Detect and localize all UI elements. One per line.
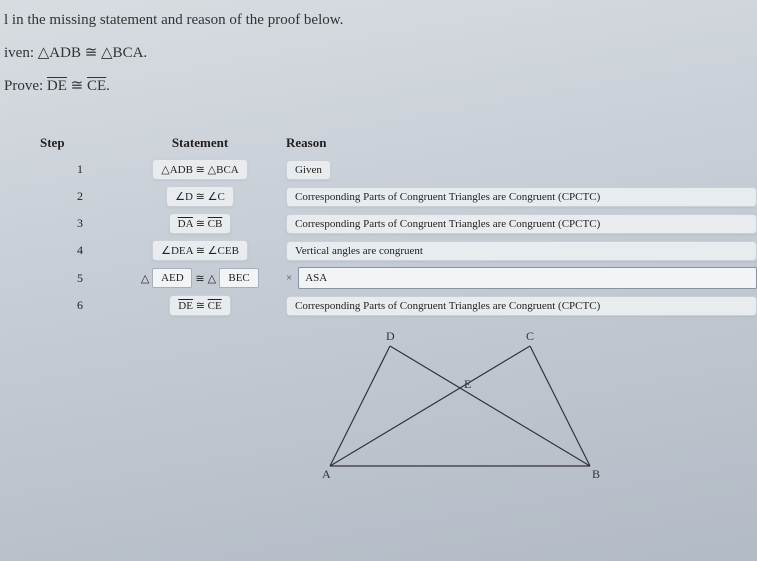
reason-input[interactable]: ASA (298, 267, 757, 289)
step-number: 5 (40, 271, 120, 286)
prove-prefix: Prove: (4, 78, 47, 94)
label-c: C (526, 329, 534, 343)
reason-cell: × ASA (280, 267, 757, 289)
x-icon: × (286, 272, 292, 284)
proof-table: Step Statement Reason 1 △ADB ≅ △BCA Give… (40, 135, 757, 491)
triangle-symbol: △ (141, 272, 149, 285)
statement-pill: ∠DEA ≅ ∠CEB (152, 240, 248, 261)
statement-cell: ∠D ≅ ∠C (120, 186, 280, 207)
step-number: 1 (40, 162, 120, 177)
statement-cell: △ AED ≅ △ BEC (120, 268, 280, 288)
statement-input-1[interactable]: AED (152, 268, 192, 288)
prove-line: Prove: DE ≅ CE. (4, 76, 757, 95)
statement-pill: DA ≅ CB (169, 213, 232, 234)
statement-pill: DE ≅ CE (169, 295, 230, 316)
given-math: △ADB ≅ △BCA. (38, 45, 147, 61)
prove-seg-de: DE (47, 78, 67, 94)
instruction-line: l in the missing statement and reason of… (4, 12, 757, 29)
triangle-symbol: △ (208, 272, 216, 285)
header-step: Step (40, 135, 120, 151)
reason-pill: Corresponding Parts of Congruent Triangl… (286, 214, 757, 234)
cong-symbol: ≅ (195, 272, 204, 285)
prove-suffix: . (106, 78, 110, 94)
statement-cell: DA ≅ CB (120, 213, 280, 234)
step-number: 3 (40, 216, 120, 231)
reason-cell: Corresponding Parts of Congruent Triangl… (280, 296, 757, 316)
step-number: 2 (40, 189, 120, 204)
seg-da: DA (178, 218, 193, 230)
label-b: B (592, 467, 600, 481)
label-a: A (322, 467, 331, 481)
header-statement: Statement (120, 135, 280, 151)
given-prefix: iven: (4, 45, 38, 61)
step-number: 6 (40, 298, 120, 313)
table-row: 6 DE ≅ CE Corresponding Parts of Congrue… (40, 295, 757, 316)
given-line: iven: △ADB ≅ △BCA. (4, 43, 757, 62)
step-number: 4 (40, 243, 120, 258)
prove-cong: ≅ (67, 78, 87, 94)
label-e: E (464, 377, 471, 391)
cong-symbol: ≅ (193, 218, 208, 230)
table-header: Step Statement Reason (40, 135, 757, 151)
geometry-diagram: A B D C E (300, 326, 757, 491)
seg-de: DE (178, 300, 193, 312)
table-row: 1 △ADB ≅ △BCA Given (40, 159, 757, 180)
seg-cb: CB (208, 218, 223, 230)
statement-input-2[interactable]: BEC (219, 268, 259, 288)
reason-cell: Corresponding Parts of Congruent Triangl… (280, 214, 757, 234)
diagram-svg: A B D C E (300, 326, 620, 486)
statement-cell: △ADB ≅ △BCA (120, 159, 280, 180)
cong-symbol: ≅ (193, 300, 208, 312)
table-row: 4 ∠DEA ≅ ∠CEB Vertical angles are congru… (40, 240, 757, 261)
label-d: D (386, 329, 395, 343)
table-row: 5 △ AED ≅ △ BEC × ASA (40, 267, 757, 289)
prove-seg-ce: CE (87, 78, 106, 94)
table-row: 3 DA ≅ CB Corresponding Parts of Congrue… (40, 213, 757, 234)
seg-ce: CE (208, 300, 222, 312)
table-row: 2 ∠D ≅ ∠C Corresponding Parts of Congrue… (40, 186, 757, 207)
reason-cell: Corresponding Parts of Congruent Triangl… (280, 187, 757, 207)
statement-cell: DE ≅ CE (120, 295, 280, 316)
statement-cell: ∠DEA ≅ ∠CEB (120, 240, 280, 261)
statement-pill: △ADB ≅ △BCA (152, 159, 247, 180)
reason-pill: Corresponding Parts of Congruent Triangl… (286, 187, 757, 207)
reason-pill: Given (286, 160, 331, 180)
header-reason: Reason (280, 135, 757, 151)
reason-pill: Vertical angles are congruent (286, 241, 757, 261)
statement-pill: ∠D ≅ ∠C (166, 186, 234, 207)
reason-cell: Vertical angles are congruent (280, 241, 757, 261)
reason-cell: Given (280, 160, 757, 180)
reason-pill: Corresponding Parts of Congruent Triangl… (286, 296, 757, 316)
